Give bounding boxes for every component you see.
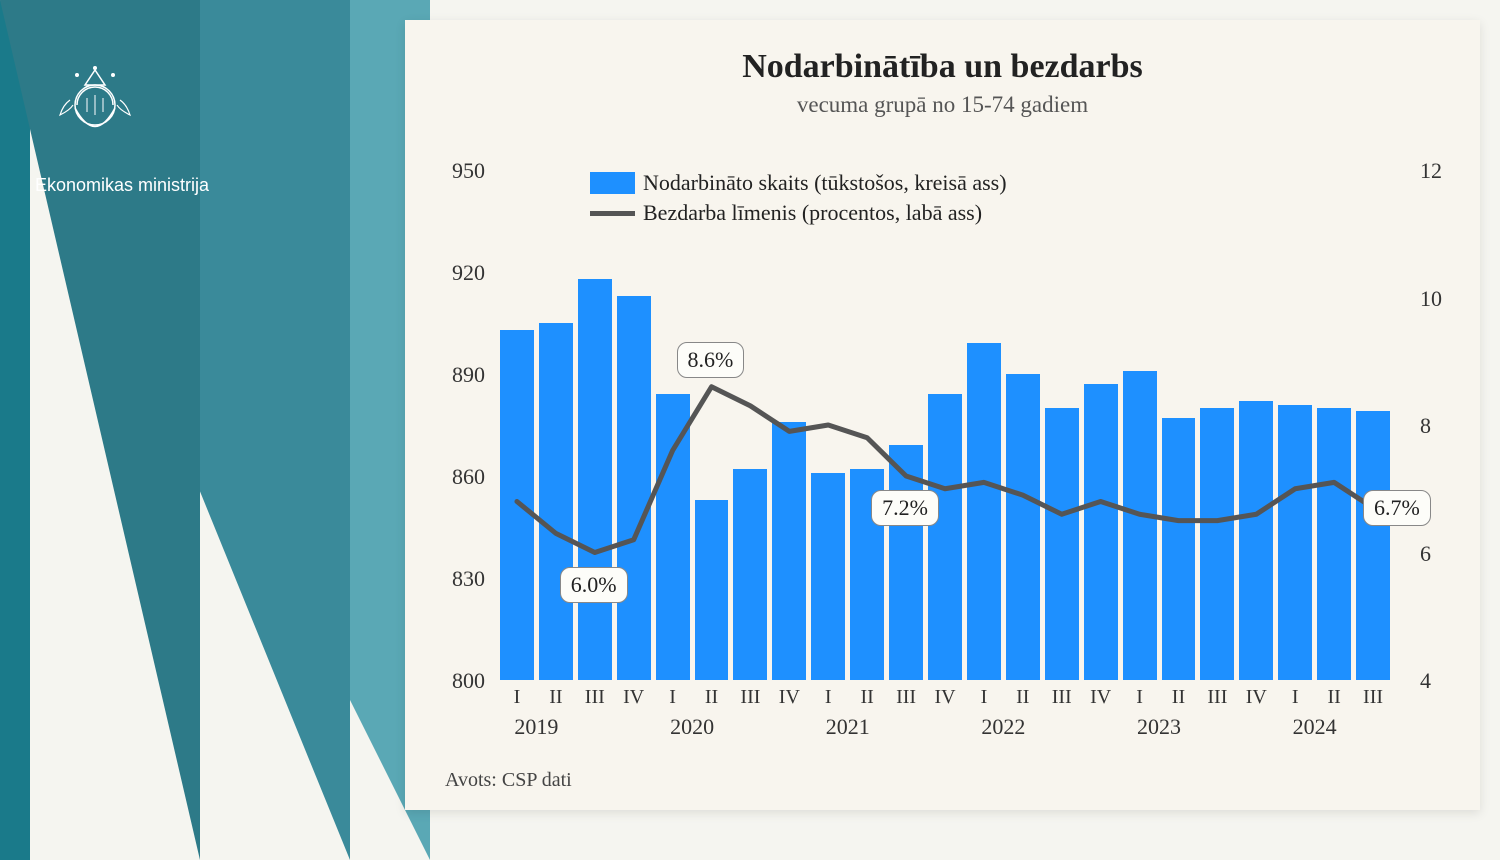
- callout: 8.6%: [677, 342, 745, 378]
- x-year-label: 2022: [973, 714, 1033, 740]
- x-quarter-label: IV: [1086, 686, 1116, 709]
- y-left-tick: 950: [435, 158, 485, 184]
- chart-subtitle: vecuma grupā no 15-74 gadiem: [405, 92, 1480, 118]
- unemployment-line: [517, 387, 1373, 553]
- ministry-label: Ekonomikas ministrija: [35, 175, 209, 196]
- coat-of-arms-icon: [35, 60, 155, 150]
- legend-line-swatch: [590, 211, 635, 216]
- legend-line-row: Bezdarba līmenis (procentos, labā ass): [590, 200, 1007, 226]
- x-quarter-label: IV: [1241, 686, 1271, 709]
- callout: 6.0%: [560, 567, 628, 603]
- legend-bar-swatch: [590, 172, 635, 194]
- x-quarter-label: III: [580, 686, 610, 709]
- callout: 6.7%: [1363, 490, 1431, 526]
- x-quarter-label: III: [1358, 686, 1388, 709]
- y-right-tick: 10: [1420, 286, 1450, 312]
- x-year-label: 2019: [506, 714, 566, 740]
- chart-panel: Nodarbinātība un bezdarbs vecuma grupā n…: [405, 20, 1480, 810]
- x-quarter-label: I: [969, 686, 999, 709]
- y-left-tick: 800: [435, 668, 485, 694]
- x-year-label: 2024: [1285, 714, 1345, 740]
- legend-bar-label: Nodarbināto skaits (tūkstošos, kreisā as…: [643, 170, 1007, 196]
- x-quarter-label: III: [1047, 686, 1077, 709]
- y-right-tick: 4: [1420, 668, 1450, 694]
- x-year-label: 2021: [818, 714, 878, 740]
- x-quarter-label: II: [697, 686, 727, 709]
- y-left-tick: 860: [435, 464, 485, 490]
- logo-area: Ekonomikas ministrija: [35, 60, 209, 196]
- x-quarter-label: I: [813, 686, 843, 709]
- x-year-label: 2020: [662, 714, 722, 740]
- x-quarter-label: IV: [930, 686, 960, 709]
- source-note: Avots: CSP dati: [445, 769, 572, 792]
- y-right-tick: 8: [1420, 413, 1450, 439]
- x-quarter-label: III: [891, 686, 921, 709]
- legend-line-label: Bezdarba līmenis (procentos, labā ass): [643, 200, 982, 226]
- y-left-tick: 920: [435, 260, 485, 286]
- y-right-tick: 6: [1420, 541, 1450, 567]
- callout: 7.2%: [871, 490, 939, 526]
- y-right-tick: 12: [1420, 158, 1450, 184]
- x-quarter-label: IV: [774, 686, 804, 709]
- legend: Nodarbināto skaits (tūkstošos, kreisā as…: [590, 170, 1007, 230]
- x-quarter-label: I: [1280, 686, 1310, 709]
- x-quarter-label: I: [1125, 686, 1155, 709]
- chart-title: Nodarbinātība un bezdarbs: [405, 48, 1480, 86]
- x-quarter-label: II: [1008, 686, 1038, 709]
- legend-bar-row: Nodarbināto skaits (tūkstošos, kreisā as…: [590, 170, 1007, 196]
- x-quarter-label: III: [735, 686, 765, 709]
- x-quarter-label: III: [1202, 686, 1232, 709]
- line-layer: [495, 170, 1395, 680]
- y-left-tick: 890: [435, 362, 485, 388]
- x-quarter-label: II: [852, 686, 882, 709]
- x-quarter-label: I: [502, 686, 532, 709]
- y-left-tick: 830: [435, 566, 485, 592]
- x-quarter-label: I: [658, 686, 688, 709]
- plot-area: [495, 170, 1395, 680]
- x-year-label: 2023: [1129, 714, 1189, 740]
- x-quarter-label: II: [1163, 686, 1193, 709]
- x-quarter-label: II: [1319, 686, 1349, 709]
- x-quarter-label: IV: [619, 686, 649, 709]
- x-quarter-label: II: [541, 686, 571, 709]
